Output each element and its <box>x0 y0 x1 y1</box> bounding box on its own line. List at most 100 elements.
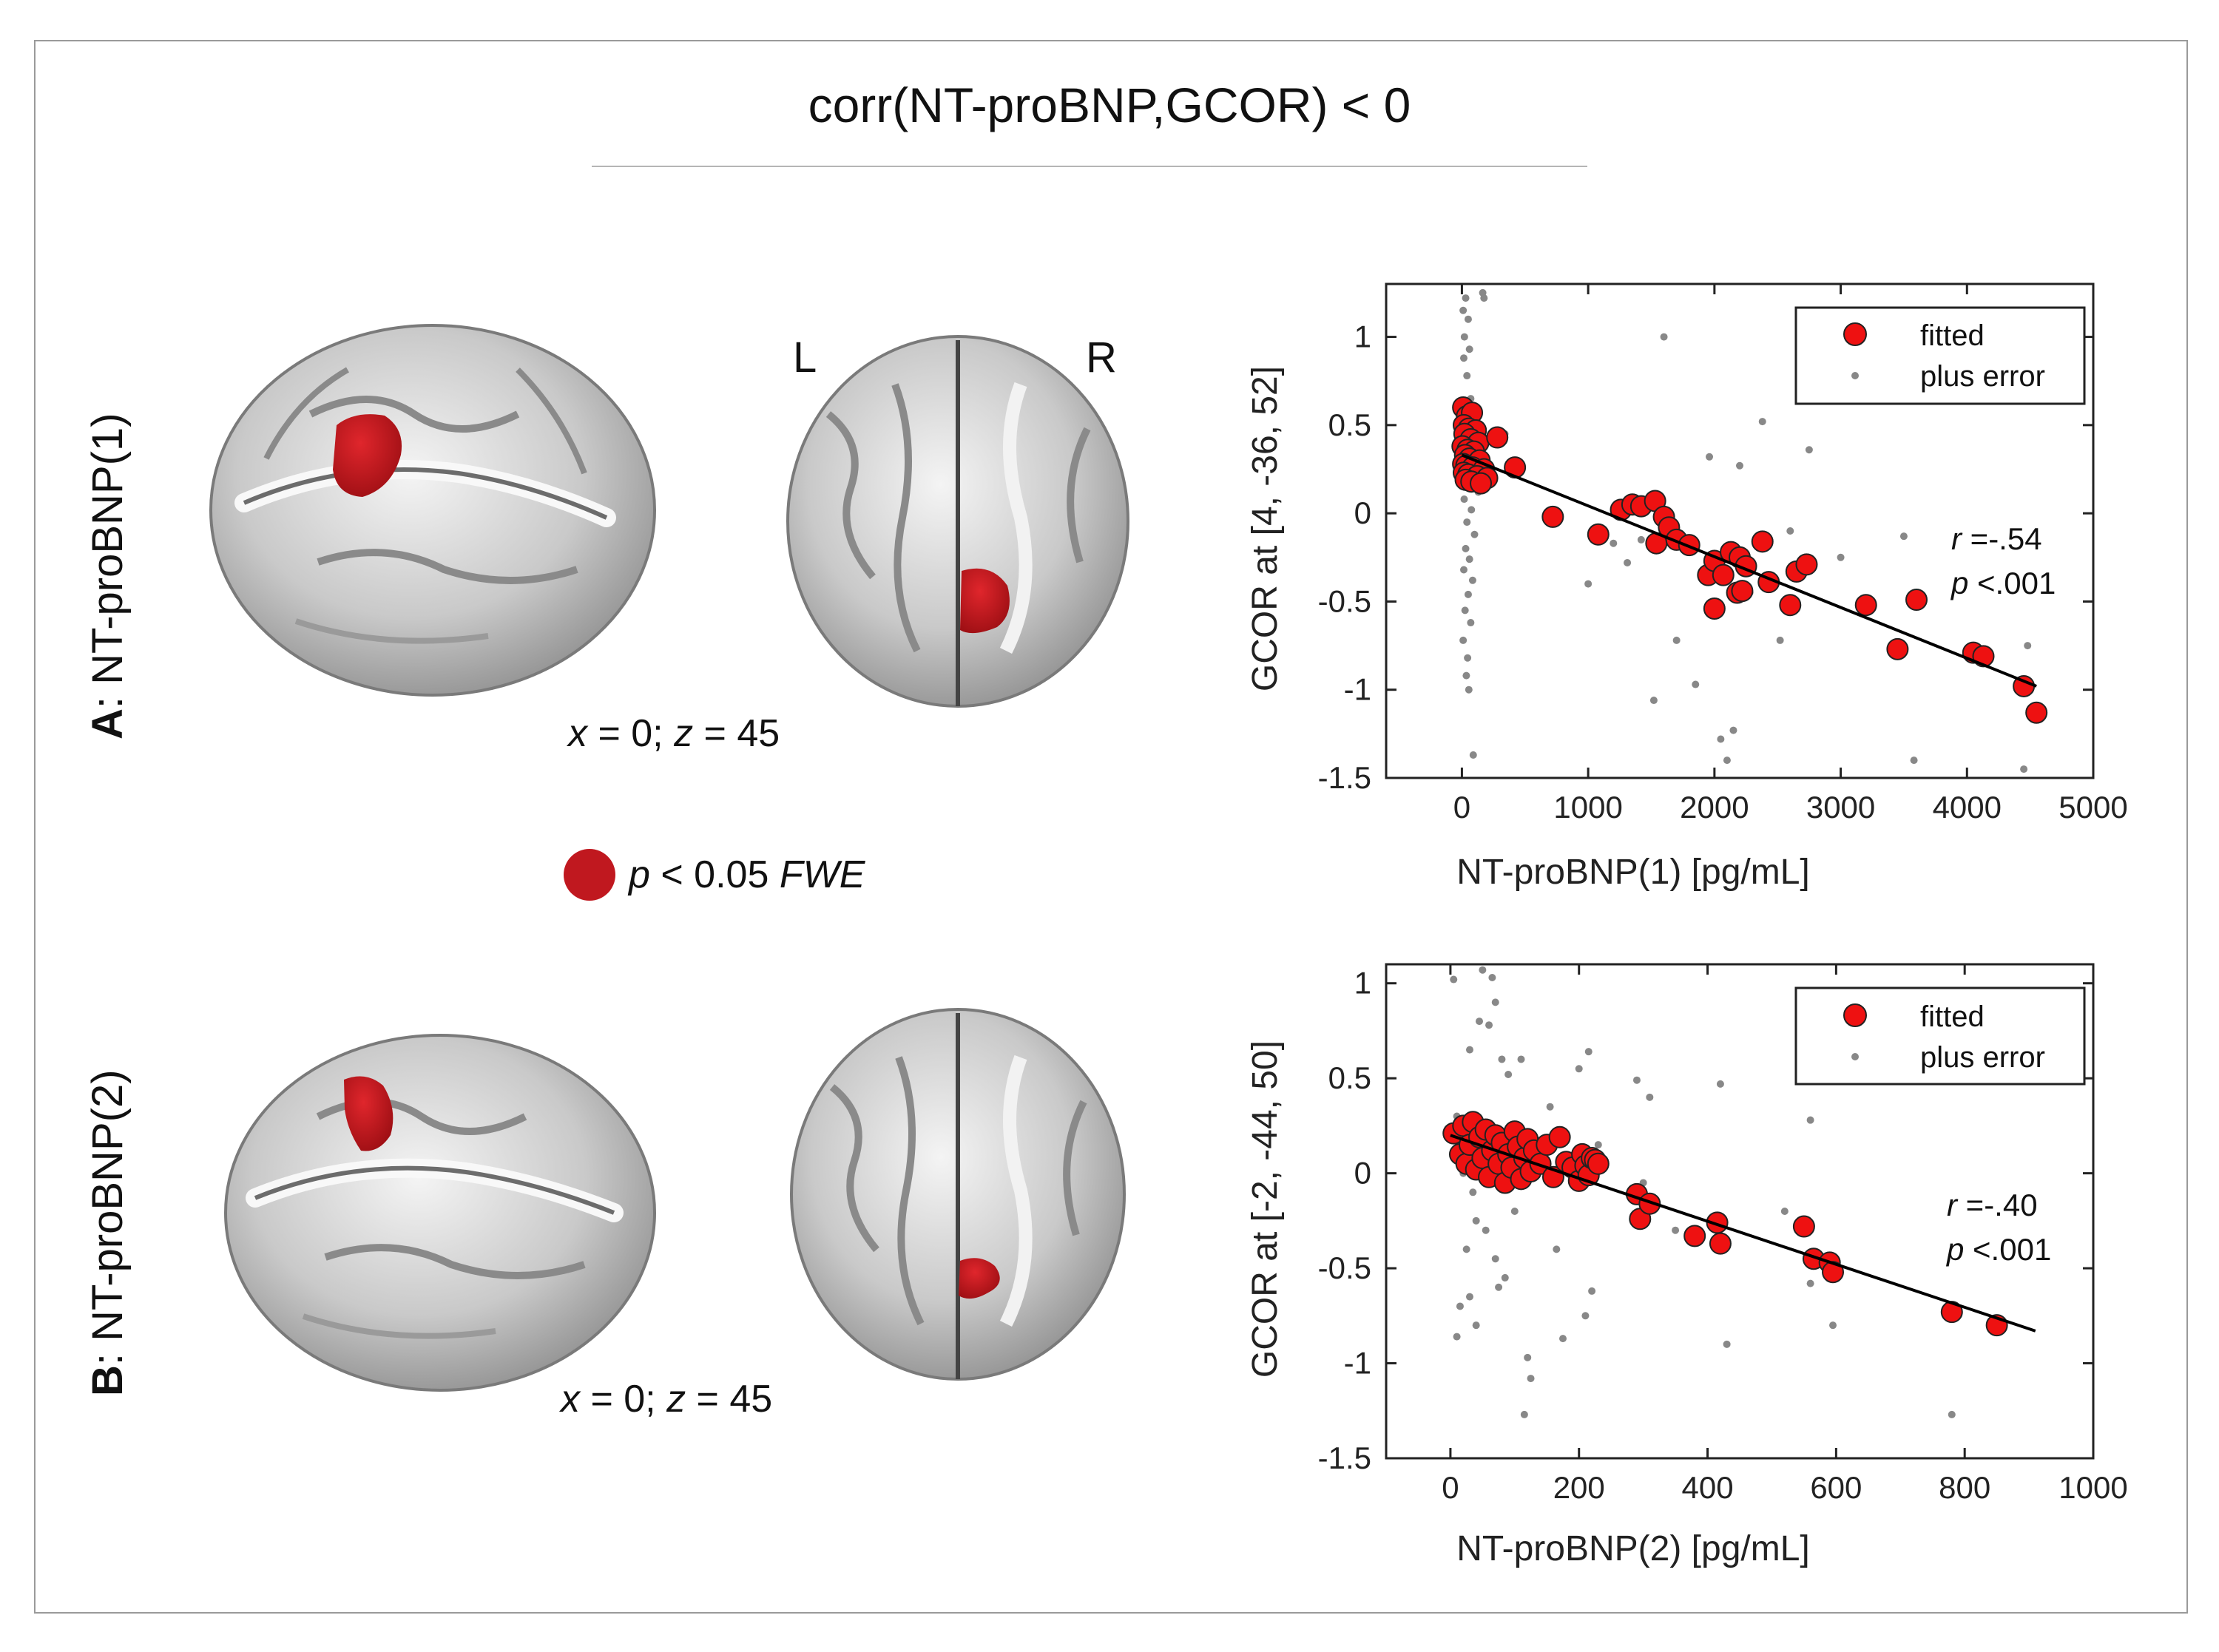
chart-b-error-point <box>1465 1293 1473 1301</box>
chart-b-stat-p: p <.001 <box>1945 1232 2051 1267</box>
chart-a-fitted-point <box>1751 530 1774 553</box>
chart-b-error-point <box>1723 1340 1731 1348</box>
significance-legend: p < 0.05 FWE <box>564 849 865 901</box>
chart-a-xtick-label: 1000 <box>1553 790 1622 825</box>
chart-a-error-point <box>1723 756 1731 765</box>
chart-a-error-point <box>1736 461 1743 470</box>
panel-a-x-label: x <box>568 712 587 755</box>
chart-b-xtick-label: 400 <box>1682 1470 1734 1505</box>
chart-b-ytick-label: -1 <box>1344 1346 1371 1381</box>
chart-b-fitted-point <box>1548 1125 1571 1148</box>
chart-a-error-point <box>2020 765 2028 773</box>
chart-b-fitted-point <box>1587 1152 1610 1175</box>
chart-b-r-label: r <box>1947 1188 1959 1222</box>
chart-b-error-point <box>1501 1273 1509 1282</box>
chart-a-ylabel: GCOR at [4, -36, 52] <box>1246 366 1285 691</box>
chart-b-error-point <box>1498 1055 1506 1063</box>
chart-a-error-point <box>1910 756 1918 765</box>
chart-b-legend-error: plus error <box>1920 1041 2045 1074</box>
chart-a-error-point <box>1464 315 1472 323</box>
chart-b-p-label: p <box>1945 1232 1964 1267</box>
chart-a-xtick-label: 0 <box>1453 790 1470 825</box>
chart-a-fitted-point <box>2025 701 2048 724</box>
chart-a-error-point <box>1899 532 1908 541</box>
chart-a-fitted-point <box>1779 594 1802 617</box>
chart-b-error-point <box>1546 1103 1554 1111</box>
chart-a-fitted-point <box>1854 594 1877 617</box>
chart-b-error-point <box>1716 1080 1724 1088</box>
chart-b-error-point <box>1646 1093 1654 1101</box>
chart-a-legend-fitted: fitted <box>1920 319 1985 352</box>
chart-a-error-point <box>1463 372 1471 380</box>
chart-b-error-point <box>1584 1048 1593 1056</box>
chart-b-error-point <box>1559 1335 1567 1343</box>
chart-b-error-point <box>1491 998 1499 1006</box>
chart-b-error-point <box>1485 1021 1493 1029</box>
panel-b-z-label: z <box>666 1378 686 1421</box>
chart-b-error-point <box>1488 973 1496 981</box>
chart-b-error-point <box>1632 1076 1641 1084</box>
chart-a-ytick-label: -1 <box>1344 672 1371 707</box>
chart-b-error-point <box>1450 975 1458 984</box>
panel-a-x-val: = 0; <box>587 712 675 755</box>
chart-a-fitted-point <box>1703 597 1726 620</box>
chart-b-xlabel: NT-proBNP(2) [pg/mL] <box>1456 1529 1809 1568</box>
panel-b-x-val: = 0; <box>580 1378 667 1421</box>
chart-a-p-label: p <box>1950 566 1968 600</box>
significance-fwe: FWE <box>779 853 865 896</box>
chart-b-error-point <box>1520 1410 1528 1418</box>
chart-b-error-point <box>1479 966 1487 974</box>
chart-a-fitted-point <box>1587 523 1610 546</box>
chart-b-ytick-label: -1.5 <box>1318 1441 1371 1475</box>
chart-b-error-point <box>1482 1226 1490 1234</box>
chart-a-xtick-label: 5000 <box>2058 790 2127 825</box>
chart-a-error-point <box>1460 333 1468 341</box>
panel-a-z-label: z <box>674 712 694 755</box>
chart-b-fitted-point <box>1683 1225 1706 1248</box>
chart-a-error-point <box>1706 453 1714 461</box>
chart-a-fitted-point <box>1886 637 1909 660</box>
panel-a-z-val: = 45 <box>693 712 780 755</box>
panel-b-x-label: x <box>561 1378 580 1421</box>
chart-a-error-point <box>1624 558 1632 566</box>
chart-a-error-point <box>1692 680 1700 688</box>
panel-a-coords: x = 0; z = 45 <box>568 711 780 756</box>
chart-b-error-point <box>1588 1287 1596 1295</box>
panel-b-z-val: = 45 <box>686 1378 773 1421</box>
chart-a-ytick-label: -1.5 <box>1318 760 1371 795</box>
chart-b-ytick-label: 0.5 <box>1328 1060 1371 1095</box>
chart-a-fitted-point <box>1712 563 1735 586</box>
chart-a-r-label: r <box>1951 521 1963 556</box>
chart-b-error-point <box>1524 1353 1532 1361</box>
chart-b-p-value: <.001 <box>1964 1232 2051 1267</box>
chart-b-legend: fitted plus error <box>1794 986 2086 1086</box>
chart-b-error-point <box>1504 1071 1513 1079</box>
chart-a-axes-box <box>1385 282 2095 779</box>
chart-a-error-point <box>2024 642 2032 650</box>
significance-threshold: < 0.05 <box>649 853 780 896</box>
chart-b-axes-box <box>1385 963 2095 1460</box>
chart-b-xtick-label: 0 <box>1442 1470 1459 1505</box>
chart-b-plot-area: 0 200 400 600 800 1000 -1.5 -1 -0.5 0 0.5 1 <box>1318 963 2128 1505</box>
chart-a-legend-error-marker <box>1851 372 1859 379</box>
chart-a-error-point <box>1469 751 1477 759</box>
chart-a-error-point <box>1468 576 1476 584</box>
chart-b-fitted-point <box>1709 1232 1732 1255</box>
chart-a-error-point <box>1467 506 1476 514</box>
chart-b-error-point <box>1495 1283 1503 1291</box>
chart-a-plot-area: 0 1000 2000 3000 4000 5000 -1.5 -1 -0.5 0 0.5 1 <box>1318 282 2128 825</box>
chart-b-error-point <box>1581 1312 1590 1320</box>
title-divider <box>592 166 1587 167</box>
chart-b-ytick-label: -0.5 <box>1318 1250 1371 1285</box>
chart-b-error-point <box>1476 1018 1484 1026</box>
chart-a-error-point <box>1465 345 1473 353</box>
chart-b-error-point <box>1672 1226 1680 1234</box>
chart-b-error-point <box>1491 1255 1499 1263</box>
chart-a-fit-line <box>1461 453 2037 688</box>
chart-a-xtick-label: 2000 <box>1680 790 1749 825</box>
significance-p: p <box>629 853 650 896</box>
chart-a-error-point <box>1637 535 1645 544</box>
chart-b-xtick-label: 600 <box>1810 1470 1862 1505</box>
chart-a-error-point <box>1584 580 1593 588</box>
